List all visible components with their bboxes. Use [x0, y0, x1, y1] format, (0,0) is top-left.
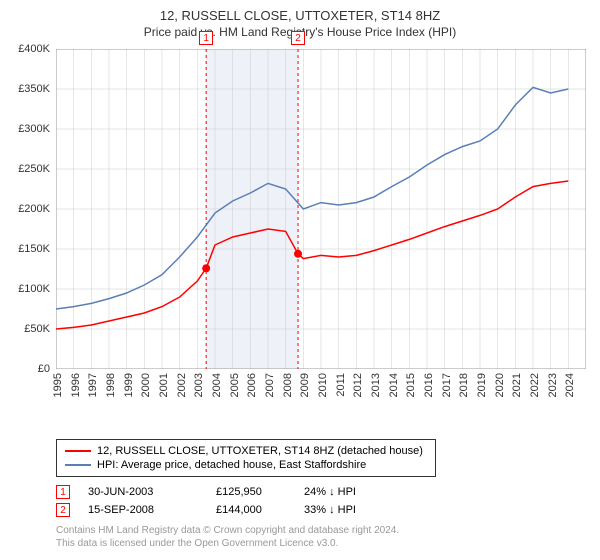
legend-row: 12, RUSSELL CLOSE, UTTOXETER, ST14 8HZ (… [65, 444, 427, 458]
y-axis-label: £50K [24, 323, 50, 335]
legend-row: HPI: Average price, detached house, East… [65, 458, 427, 472]
data-row-pct: 33% ↓ HPI [304, 504, 394, 516]
y-axis-label: £400K [18, 43, 50, 55]
marker-dot [202, 264, 210, 272]
plot-svg [56, 49, 586, 369]
chart-area: £0 £50K £100K £150K £200K £250K £300K £350K £400… [12, 45, 588, 405]
legend-swatch [65, 464, 91, 466]
data-row: 2 15-SEP-2008 £144,000 33% ↓ HPI [56, 501, 588, 519]
data-row-number: 1 [56, 485, 70, 499]
y-axis-label: £350K [18, 83, 50, 95]
marker-number-box: 2 [291, 31, 305, 45]
chart-title: 12, RUSSELL CLOSE, UTTOXETER, ST14 8HZ [12, 8, 588, 23]
x-axis-label: 2024 [564, 373, 600, 397]
data-row-price: £125,950 [216, 486, 286, 498]
legend-label: HPI: Average price, detached house, East… [97, 459, 366, 471]
y-axis-label: £0 [38, 363, 50, 375]
data-row-number: 2 [56, 503, 70, 517]
series-hpi [56, 87, 568, 309]
data-row-price: £144,000 [216, 504, 286, 516]
y-axis-label: £200K [18, 203, 50, 215]
data-point-table: 1 30-JUN-2003 £125,950 24% ↓ HPI 2 15-SEP-200… [56, 483, 588, 519]
footer-line: Contains HM Land Registry data © Crown c… [56, 525, 588, 538]
legend-label: 12, RUSSELL CLOSE, UTTOXETER, ST14 8HZ (… [97, 445, 423, 457]
data-row-date: 30-JUN-2003 [88, 486, 198, 498]
y-axis-label: £100K [18, 283, 50, 295]
plot-region [56, 49, 586, 369]
y-axis-label: £250K [18, 163, 50, 175]
y-axis-label: £150K [18, 243, 50, 255]
data-row-date: 15-SEP-2008 [88, 504, 198, 516]
data-row: 1 30-JUN-2003 £125,950 24% ↓ HPI [56, 483, 588, 501]
legend-box: 12, RUSSELL CLOSE, UTTOXETER, ST14 8HZ (… [56, 439, 436, 477]
footer-attribution: Contains HM Land Registry data © Crown c… [56, 525, 588, 550]
footer-line: This data is licensed under the Open Gov… [56, 538, 588, 551]
marker-number-box: 1 [199, 31, 213, 45]
marker-dot [294, 250, 302, 258]
legend-swatch [65, 450, 91, 452]
chart-container: 12, RUSSELL CLOSE, UTTOXETER, ST14 8HZ P… [0, 0, 600, 560]
y-axis-label: £300K [18, 123, 50, 135]
series-price_paid [56, 181, 568, 329]
data-row-pct: 24% ↓ HPI [304, 486, 394, 498]
